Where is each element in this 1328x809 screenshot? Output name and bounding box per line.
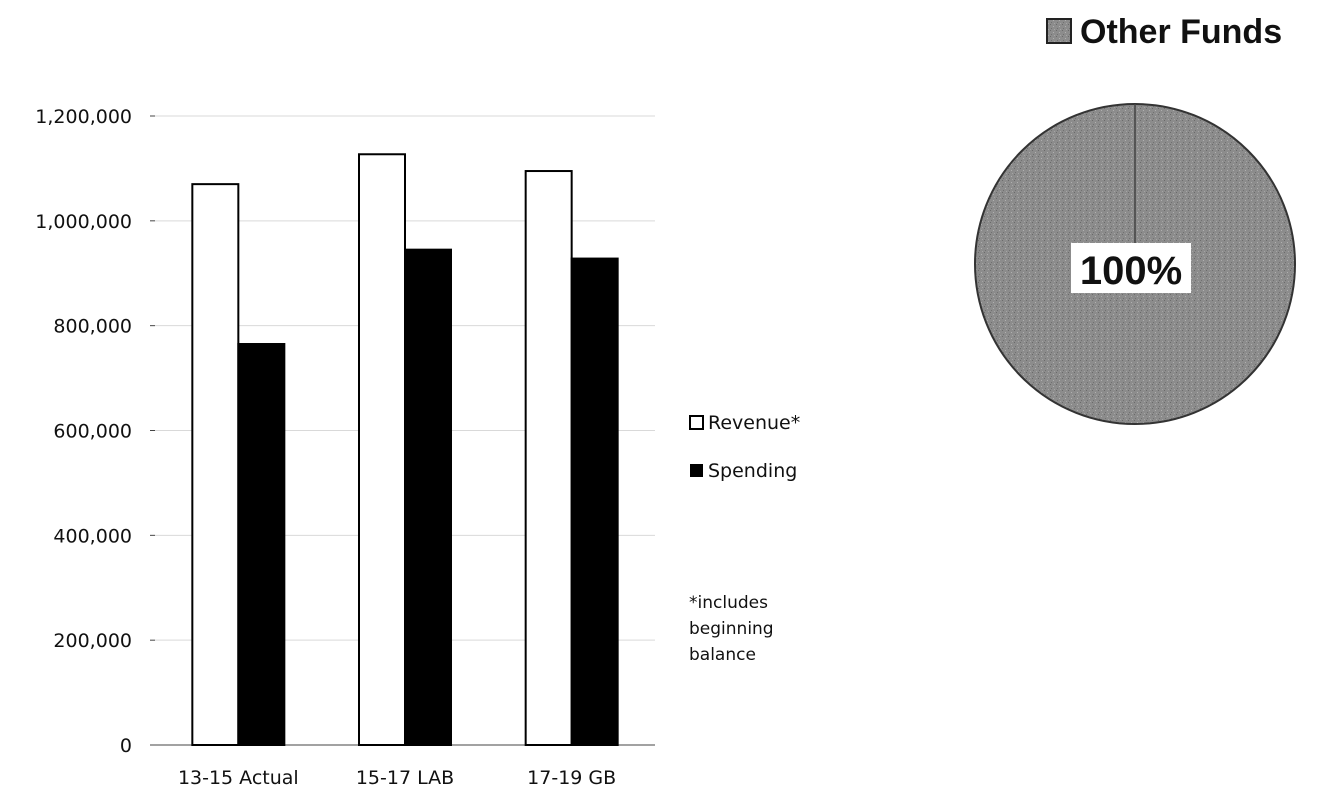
pie-legend-title: Other Funds	[1080, 13, 1282, 51]
bar-revenue	[358, 153, 406, 746]
bar-spending	[237, 343, 286, 746]
x-axis-ticks: 13-15 Actual 15-17 LAB 17-19 GB	[178, 767, 616, 789]
bars	[191, 153, 619, 747]
legend-swatch-spending	[690, 464, 703, 477]
y-tick-label: 200,000	[53, 630, 132, 652]
legend: Revenue* Spending	[689, 412, 800, 482]
bar-chart: 0 200,000 400,000 600,000 800,000 1,000,000 1,…	[35, 106, 800, 789]
annotation-note: *includes beginning balance	[689, 593, 774, 665]
y-tick-label: 600,000	[53, 421, 132, 443]
x-tick-label: 15-17 LAB	[356, 767, 454, 789]
bar-spending	[570, 257, 619, 746]
legend-label-spending: Spending	[708, 460, 797, 482]
x-tick-label: 17-19 GB	[527, 767, 616, 789]
pie-slice-label: 100%	[1080, 249, 1182, 293]
pie-legend-swatch	[1046, 18, 1072, 44]
y-axis-ticks: 0 200,000 400,000 600,000 800,000 1,000,000 1,…	[35, 106, 155, 757]
bar-spending	[404, 248, 452, 746]
x-tick-label: 13-15 Actual	[178, 767, 299, 789]
y-tick-label: 1,000,000	[35, 211, 132, 233]
note-line-3: balance	[689, 645, 756, 665]
legend-label-revenue: Revenue*	[708, 412, 800, 434]
y-tick-label: 800,000	[53, 316, 132, 338]
note-line-2: beginning	[689, 619, 774, 639]
legend-swatch-revenue	[689, 415, 704, 430]
y-tick-label: 1,200,000	[35, 106, 132, 128]
pie-chart: Other Funds 100%	[974, 13, 1296, 425]
y-tick-label: 400,000	[53, 525, 132, 547]
bar-revenue	[524, 170, 573, 747]
note-line-1: *includes	[689, 593, 768, 613]
pie-label-background	[1071, 243, 1191, 293]
y-tick-label: 0	[120, 735, 132, 757]
bar-revenue	[191, 183, 240, 746]
